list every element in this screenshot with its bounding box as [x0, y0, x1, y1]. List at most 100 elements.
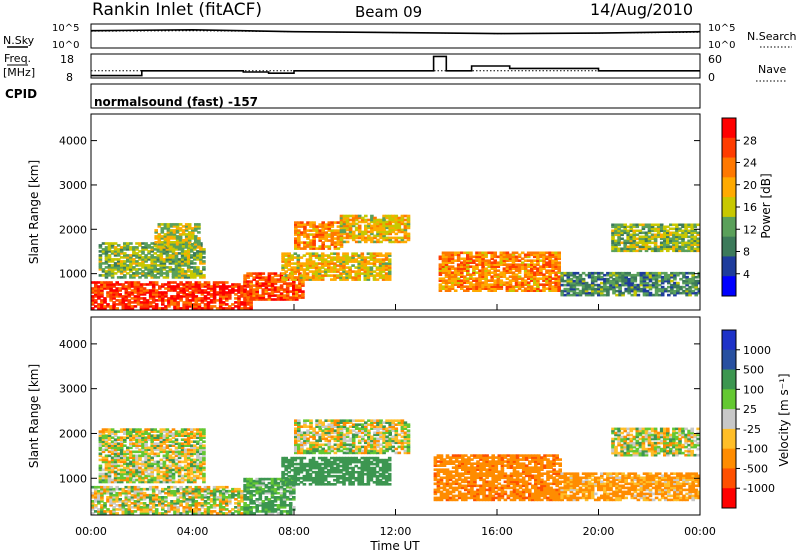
range-cell — [536, 267, 540, 270]
range-cell — [517, 277, 522, 280]
range-cell — [693, 239, 697, 243]
range-cell — [258, 276, 263, 279]
range-cell — [523, 281, 528, 284]
range-cell — [186, 260, 191, 263]
range-cell — [150, 272, 154, 275]
range-cell — [124, 281, 129, 284]
range-cell — [584, 281, 589, 285]
nsearch-label: N.Search — [747, 30, 797, 43]
range-cell — [249, 510, 253, 513]
range-cell — [317, 468, 322, 472]
range-cell — [197, 491, 202, 495]
range-cell — [478, 261, 482, 264]
range-cell — [600, 289, 604, 293]
range-cell — [212, 285, 217, 288]
range-cell — [378, 270, 383, 273]
range-cell — [193, 252, 197, 255]
range-cell — [197, 305, 202, 308]
range-cell — [194, 487, 199, 491]
range-cell — [243, 506, 247, 509]
range-cell — [255, 489, 259, 493]
range-cell — [496, 269, 501, 272]
range-cell — [372, 462, 377, 466]
range-cell — [294, 421, 298, 424]
range-cell — [539, 251, 543, 255]
range-cell — [533, 255, 537, 259]
range-cell — [373, 240, 377, 244]
range-cell — [308, 262, 313, 265]
range-cell — [351, 270, 355, 273]
range-cell — [124, 491, 129, 495]
range-cell — [101, 250, 106, 253]
range-cell — [110, 276, 115, 279]
range-cell — [481, 277, 485, 280]
range-cell — [109, 498, 113, 501]
range-cell — [309, 445, 313, 449]
range-cell — [620, 237, 624, 241]
range-cell — [323, 260, 328, 263]
range-cell — [505, 287, 510, 290]
range-cell — [372, 252, 377, 255]
range-cell — [273, 496, 278, 499]
range-cell — [460, 261, 464, 264]
range-cell — [209, 305, 214, 308]
range-cell — [294, 231, 298, 234]
range-cell — [659, 249, 664, 253]
range-cell — [296, 470, 301, 474]
range-cell — [323, 478, 328, 482]
range-cell — [360, 483, 365, 486]
range-cell — [308, 256, 313, 259]
range-cell — [517, 271, 522, 274]
range-cell — [348, 268, 352, 271]
range-cell — [206, 301, 211, 304]
range-cell — [297, 445, 301, 449]
range-cell — [533, 263, 537, 266]
range-cell — [517, 275, 522, 278]
range-cell — [654, 283, 659, 287]
range-cell — [300, 443, 304, 447]
range-cell — [293, 256, 298, 259]
range-cell — [533, 287, 537, 290]
range-cell — [502, 275, 507, 278]
range-cell — [466, 273, 470, 276]
range-cell — [191, 237, 195, 240]
range-cell — [333, 435, 338, 439]
range-cell — [157, 245, 162, 248]
range-cell — [264, 512, 269, 515]
range-cell — [324, 451, 328, 455]
range-cell — [612, 277, 616, 281]
range-cell — [345, 232, 350, 236]
range-cell — [126, 248, 130, 251]
range-cell — [696, 241, 700, 245]
range-cell — [318, 445, 322, 449]
range-cell — [354, 270, 358, 273]
range-cell — [327, 223, 332, 226]
range-cell — [123, 274, 127, 277]
range-cell — [315, 419, 319, 422]
range-cell — [348, 437, 353, 441]
range-cell — [115, 287, 119, 290]
range-cell — [590, 283, 595, 287]
range-cell — [627, 281, 631, 285]
range-cell — [160, 243, 165, 246]
range-cell — [327, 427, 332, 430]
range-cell — [623, 229, 627, 233]
range-cell — [385, 220, 389, 224]
range-cell — [508, 259, 513, 262]
range-cell — [218, 293, 223, 296]
range-cell — [466, 257, 470, 261]
range-cell — [98, 268, 103, 271]
range-cell — [159, 266, 164, 269]
range-cell — [188, 283, 192, 286]
range-cell — [252, 485, 256, 489]
range-cell — [206, 512, 211, 515]
range-cell — [107, 264, 112, 267]
range-cell — [161, 295, 165, 298]
range-cell — [187, 245, 192, 248]
range-cell — [237, 504, 241, 507]
range-cell — [130, 510, 135, 513]
range-cell — [183, 276, 188, 279]
range-cell — [367, 234, 371, 238]
range-cell — [309, 447, 313, 451]
range-cell — [243, 487, 247, 491]
